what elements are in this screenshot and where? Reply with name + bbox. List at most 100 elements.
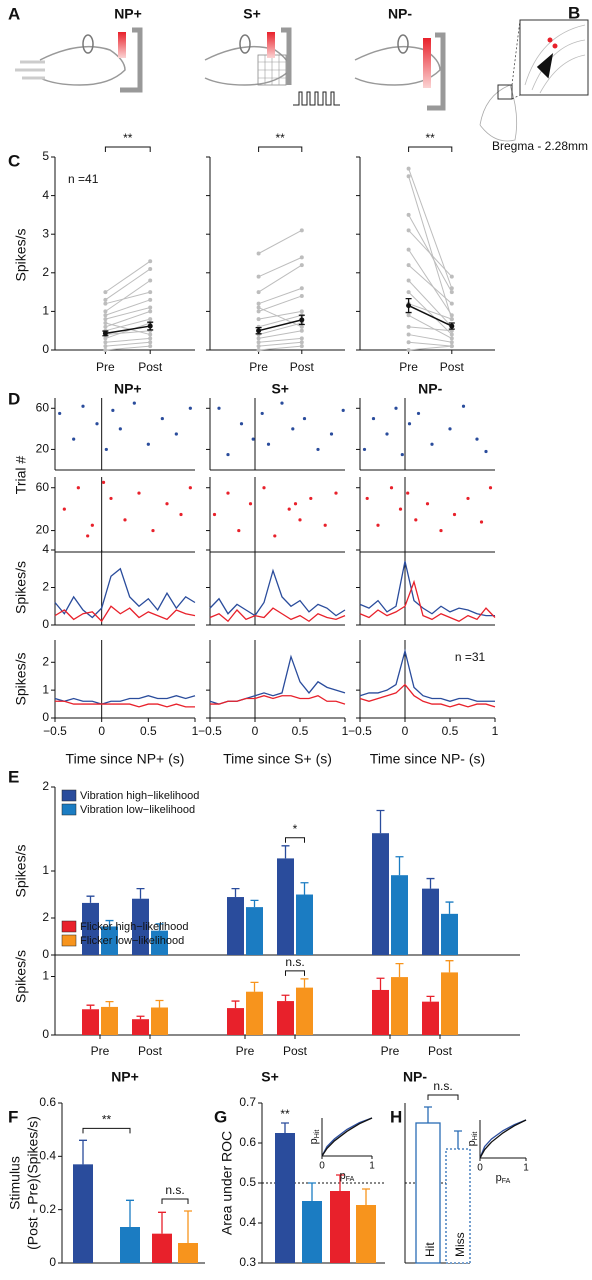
x-tick-label: 1: [492, 724, 499, 738]
label-main: p: [466, 1140, 478, 1146]
significance-bracket: [258, 146, 303, 152]
x-tick-label: 0: [319, 1161, 325, 1172]
error-bar: [376, 809, 385, 834]
subject-point: [103, 340, 108, 345]
y-tick-label: 5: [42, 149, 49, 163]
psth-line: [209, 607, 346, 623]
subject-line: [258, 287, 302, 305]
legend-swatch: [61, 789, 77, 802]
subject-point: [148, 317, 153, 322]
error-bar: [445, 901, 454, 914]
subject-line: [258, 322, 302, 336]
error-bar: [126, 1199, 134, 1227]
subject-line: [408, 345, 452, 351]
subject-line: [105, 337, 151, 343]
spike: [323, 523, 327, 527]
bregma-label: Bregma - 2.28mm: [492, 139, 588, 153]
bar: [82, 1009, 99, 1035]
error-bar: [79, 1139, 87, 1165]
spike: [291, 427, 295, 431]
spike: [488, 486, 493, 490]
spike: [466, 496, 470, 501]
error-bar: [155, 999, 164, 1008]
error-bar: [395, 962, 404, 978]
group-label: NP-: [403, 1069, 427, 1085]
subject-point: [299, 255, 304, 260]
x-tick-label: 0.5: [442, 724, 459, 738]
x-tick-label: Pre: [399, 360, 418, 374]
error-bar: [376, 977, 385, 990]
bar: [101, 1006, 118, 1035]
legend-label: Vibration low−likelihood: [80, 804, 195, 816]
y-tick-label: 2: [42, 779, 49, 793]
bar: [101, 926, 118, 955]
x-tick-label: 0: [252, 724, 259, 738]
psth-line: [359, 648, 495, 702]
significance-bracket: [104, 146, 151, 152]
significance-label: n.s.: [433, 1079, 452, 1093]
subject-point: [148, 297, 153, 302]
subject-point: [256, 301, 261, 306]
bar: [227, 1008, 244, 1035]
bar: [178, 1243, 198, 1263]
x-tick-label: Post: [138, 1044, 163, 1058]
error-bar: [136, 1015, 145, 1020]
subject-line: [258, 229, 303, 254]
x-tick-label: 0: [402, 724, 409, 738]
bar: [372, 833, 389, 955]
subject-point: [299, 344, 304, 349]
subject-point: [406, 332, 411, 337]
x-tick-label: −0.5: [43, 724, 67, 738]
error-bar: [424, 1106, 432, 1123]
spike: [137, 491, 141, 495]
error-bar: [155, 923, 164, 931]
subject-point: [406, 228, 411, 233]
subject-point: [148, 266, 153, 271]
subject-line: [105, 341, 151, 347]
spike: [414, 518, 418, 522]
spike: [160, 416, 164, 421]
spike: [448, 427, 452, 431]
bar: [441, 972, 458, 1035]
panel-label: C: [8, 151, 20, 170]
legend-label: Flicker low−likelihood: [80, 935, 184, 947]
subject-point: [449, 301, 454, 306]
legend-swatch: [61, 920, 77, 933]
subject-point: [299, 286, 304, 291]
subject-point: [406, 340, 411, 345]
error-bar: [158, 1211, 166, 1234]
error-bar: [250, 899, 259, 908]
subject-point: [148, 332, 153, 337]
bar: [391, 977, 408, 1035]
y-tick-label: 0.6: [39, 1095, 56, 1109]
y-tick-label: 0.4: [239, 1215, 256, 1229]
x-tick-label: Post: [440, 360, 465, 374]
legend-label: Vibration high−likelihood: [80, 790, 199, 802]
y-tick-label: 1: [42, 969, 49, 983]
label-sub: Hit: [314, 1130, 321, 1139]
spike: [174, 432, 178, 436]
y-tick-label: 0.6: [239, 1135, 256, 1149]
y-axis-label: (Post - Pre)(Spikes/s): [25, 1116, 41, 1250]
mean-point: [406, 303, 412, 309]
y-tick-label: 2: [42, 580, 49, 594]
spike: [58, 411, 62, 416]
subject-line: [408, 176, 453, 320]
subject-point: [148, 344, 153, 349]
subject-point: [406, 263, 411, 268]
subject-point: [406, 290, 411, 295]
subject-line: [408, 334, 452, 343]
spike: [217, 406, 221, 410]
error-bar: [105, 1001, 114, 1007]
inset-y-label: pHit: [466, 1132, 479, 1147]
error-bar: [336, 1174, 344, 1191]
y-tick-label: 60: [36, 480, 50, 494]
error-bar: [281, 845, 290, 859]
spike: [273, 534, 277, 538]
subject-point: [256, 340, 261, 345]
subject-line: [105, 291, 151, 305]
error-bar: [395, 856, 404, 876]
subject-point: [406, 313, 411, 318]
spike: [334, 491, 338, 495]
